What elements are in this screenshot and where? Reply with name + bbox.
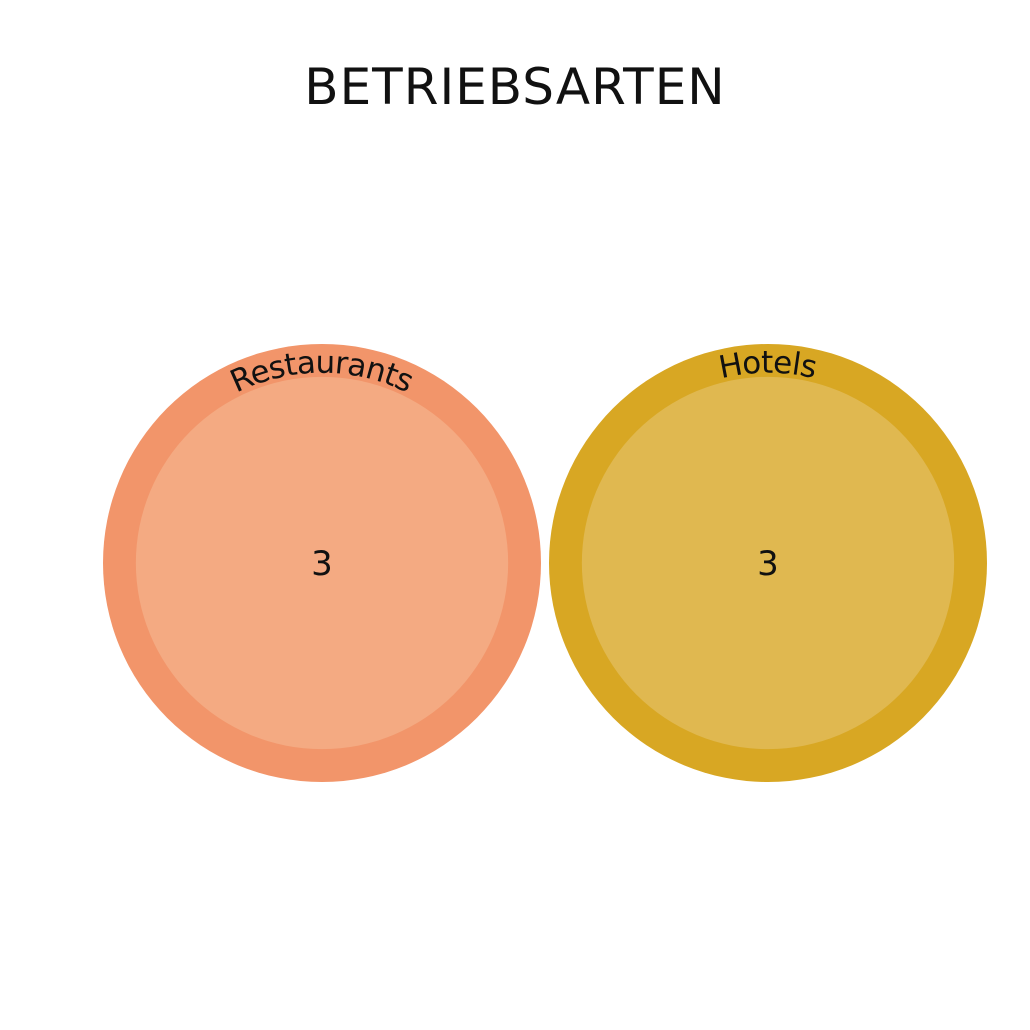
bubble-inner [135,376,509,750]
bubble-hotels[interactable]: Hotels 3 [549,344,987,782]
bubble-label: Hotels [716,345,820,387]
bubble-value: 3 [311,544,333,584]
bubble-value: 3 [757,544,779,584]
chart-title: BETRIEBSARTEN [304,58,726,116]
bubble-inner [581,376,955,750]
